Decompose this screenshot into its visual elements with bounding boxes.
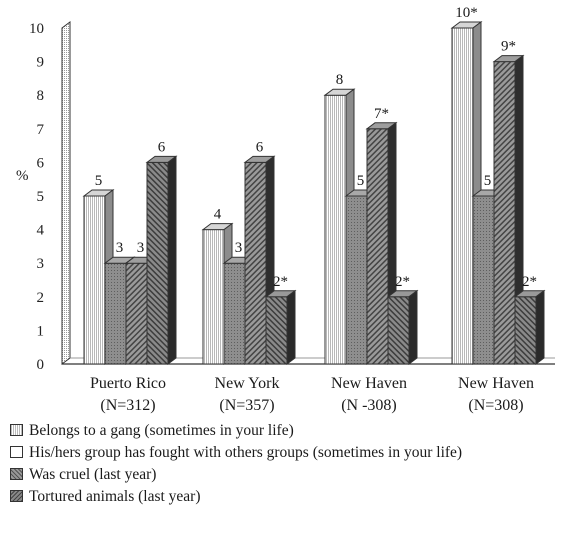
x-tick-sublabel-3: (N=308) [468,397,523,414]
value-label-2-2: 7* [374,106,389,122]
y-tick-label-7: 7 [37,122,45,138]
bar-tortured-animals-las-0-front [146,161,169,365]
x-tick-label-2: New Haven [331,375,407,392]
value-label-0-1: 4 [214,207,222,223]
bar-tortured-animals-las-3 [513,289,546,365]
value-label-2-1: 6 [256,139,264,155]
legend-swatch-tortured [10,490,23,502]
bar-was-cruel-last-year-2-front [366,128,389,365]
x-tick-label-1: New York [215,375,280,392]
value-label-2-0: 3 [137,240,145,256]
value-label-3-1: 2* [273,274,288,290]
bar-belongs-to-a-gang-so-1-front [202,229,225,365]
y-axis-label: % [16,168,29,184]
x-tick-label-3: New Haven [458,375,534,392]
y-tick-label-2: 2 [37,290,45,306]
bar-belongs-to-a-gang-so-3-front [451,27,474,365]
legend-item-tortured: Tortured animals (last year) [10,486,555,508]
bar-tortured-animals-las-3-front [514,296,537,365]
value-label-3-3: 2* [522,274,537,290]
bar-tortured-animals-las-0-side [167,155,177,365]
bar-was-cruel-last-year-3 [492,54,525,365]
x-tick-sublabel-2: (N -308) [341,397,397,414]
bar-tortured-animals-las-1 [264,289,297,365]
legend-label-tortured: Tortured animals (last year) [29,488,201,505]
legend-item-fought: His/hers group has fought with others gr… [10,442,555,464]
bar-was-cruel-last-year-0-front [125,262,148,365]
bar-tortured-animals-las-0 [145,155,178,365]
bar-his-hers-group-has-f-1-front [223,262,246,365]
y-tick-label-0: 0 [37,357,45,373]
bar-tortured-animals-las-2-front [387,296,410,365]
y-tick-label-9: 9 [37,55,45,71]
y-axis-wall [61,21,71,365]
legend: Belongs to a gang (sometimes in your lif… [10,420,555,508]
bar-was-cruel-last-year-3-front [493,61,516,365]
legend-swatch-gang [10,424,23,436]
value-label-1-0: 3 [116,240,124,256]
y-tick-label-8: 8 [37,88,45,104]
bar-tortured-animals-las-2 [386,289,419,365]
value-label-2-3: 9* [501,39,516,55]
value-label-0-0: 5 [95,173,103,189]
x-tick-sublabel-0: (N=312) [100,397,155,414]
y-tick-label-1: 1 [37,323,45,339]
y-tick-label-5: 5 [37,189,45,205]
legend-label-fought: His/hers group has fought with others gr… [29,444,463,461]
bar-belongs-to-a-gang-so-2-front [324,94,347,365]
y-tick-label-3: 3 [37,256,45,272]
value-label-0-3: 10* [455,5,478,21]
legend-swatch-cruel [10,468,23,480]
bar-tortured-animals-las-2-side [408,289,418,365]
x-tick-label-0: Puerto Rico [90,375,166,392]
legend-swatch-fought [10,446,23,458]
legend-item-cruel: Was cruel (last year) [10,464,555,486]
bar-his-hers-group-has-f-3-front [472,195,495,365]
legend-label-gang: Belongs to a gang (sometimes in your lif… [29,422,294,439]
value-label-3-2: 2* [395,274,410,290]
legend-item-gang: Belongs to a gang (sometimes in your lif… [10,420,555,442]
x-tick-sublabel-1: (N=357) [219,397,274,414]
bar-his-hers-group-has-f-0-front [104,262,127,365]
bar-was-cruel-last-year-1-front [244,161,267,365]
value-label-1-3: 5 [484,173,492,189]
bar-his-hers-group-has-f-2-front [345,195,368,365]
value-label-1-2: 5 [357,173,365,189]
bar-belongs-to-a-gang-so-0-front [83,195,106,365]
value-label-1-1: 3 [235,240,243,256]
bar-tortured-animals-las-3-side [535,289,545,365]
legend-label-cruel: Was cruel (last year) [29,466,157,483]
y-tick-label-4: 4 [37,223,45,239]
value-label-0-2: 8 [336,72,344,88]
y-tick-label-10: 10 [29,21,44,37]
y-tick-label-6: 6 [37,155,45,171]
bar-tortured-animals-las-1-side [286,289,296,365]
bar-tortured-animals-las-1-front [265,296,288,365]
value-label-3-0: 6 [158,139,166,155]
